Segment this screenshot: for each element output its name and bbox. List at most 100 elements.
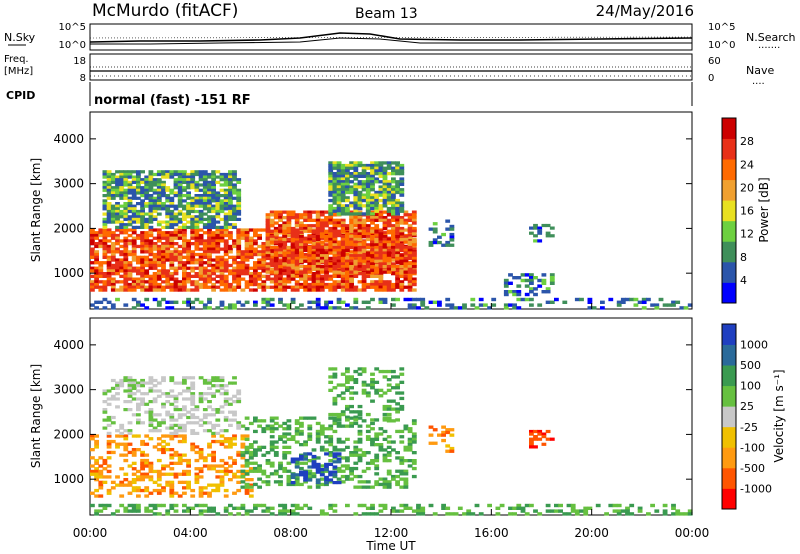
echo-cell xyxy=(403,285,409,289)
echo-cell xyxy=(336,177,342,181)
echo-cell xyxy=(294,480,300,484)
echo-cell xyxy=(156,475,162,479)
echo-cell xyxy=(207,413,212,417)
echo-cell xyxy=(127,199,133,203)
echo-cell xyxy=(123,202,129,206)
echo-cell xyxy=(123,389,129,393)
echo-cell xyxy=(232,244,237,249)
echo-cell xyxy=(290,457,296,461)
echo-cell xyxy=(378,188,384,192)
echo-cell xyxy=(177,258,183,262)
echo-cell xyxy=(361,204,367,208)
echo-cell xyxy=(127,204,133,208)
echo-cell xyxy=(315,435,321,439)
echo-cell xyxy=(161,170,166,174)
echo-cell xyxy=(211,285,216,289)
echo-cell xyxy=(190,186,196,190)
echo-cell xyxy=(340,480,346,484)
echo-cell xyxy=(353,232,359,236)
echo-cell xyxy=(319,288,325,292)
echo-cell xyxy=(608,297,614,302)
echo-cell xyxy=(198,453,204,457)
echo-cell xyxy=(303,457,308,461)
echo-cell xyxy=(374,274,380,278)
echo-cell xyxy=(382,282,388,287)
echo-cell xyxy=(265,451,271,455)
echo-cell xyxy=(173,204,179,208)
echo-cell xyxy=(378,288,384,292)
echo-cell xyxy=(299,277,304,281)
echo-cell xyxy=(173,405,179,409)
echo-cell xyxy=(290,237,296,242)
echo-cell xyxy=(391,440,396,444)
echo-cell xyxy=(299,461,304,465)
echo-cell xyxy=(148,381,154,385)
echo-cell xyxy=(244,282,250,287)
echo-cell xyxy=(391,254,396,258)
echo-cell xyxy=(102,426,108,430)
echo-cell xyxy=(378,265,384,269)
echo-cell xyxy=(190,421,196,425)
echo-cell xyxy=(273,226,279,231)
echo-cell xyxy=(328,443,334,447)
echo-cell xyxy=(140,392,145,396)
echo-cell xyxy=(198,255,204,259)
echo-cell xyxy=(202,239,208,243)
echo-cell xyxy=(332,254,338,258)
echo-cell xyxy=(115,233,120,238)
echo-cell xyxy=(357,485,363,489)
echo-cell xyxy=(207,242,212,246)
echo-cell xyxy=(399,477,405,481)
echo-cell xyxy=(223,188,229,192)
echo-cell xyxy=(144,381,150,385)
echo-cell xyxy=(152,217,158,221)
echo-cell xyxy=(131,378,137,383)
echo-cell xyxy=(223,250,229,254)
echo-cell xyxy=(156,272,162,276)
echo-cell xyxy=(265,300,271,304)
echo-cell xyxy=(315,262,321,266)
echo-cell xyxy=(211,207,216,211)
echo-cell xyxy=(282,229,288,233)
echo-cell xyxy=(340,256,346,261)
echo-cell xyxy=(144,196,150,200)
echo-cell xyxy=(140,233,145,238)
echo-cell xyxy=(248,228,254,232)
echo-cell xyxy=(336,251,342,255)
echo-cell xyxy=(462,306,467,310)
echo-cell xyxy=(382,198,388,203)
echo-cell xyxy=(361,174,367,178)
echo-cell xyxy=(186,261,191,265)
echo-cell xyxy=(144,225,150,229)
echo-cell xyxy=(148,274,154,278)
echo-cell xyxy=(123,175,129,179)
echo-cell xyxy=(361,288,367,292)
echo-cell xyxy=(115,220,120,224)
echo-cell xyxy=(215,196,221,200)
echo-cell xyxy=(357,221,363,225)
echo-cell xyxy=(182,194,187,198)
echo-cell xyxy=(629,503,635,508)
echo-cell xyxy=(248,478,254,482)
echo-cell xyxy=(319,306,325,310)
echo-cell xyxy=(391,209,396,213)
echo-cell xyxy=(148,277,154,281)
echo-cell xyxy=(273,440,279,444)
echo-cell xyxy=(395,161,400,165)
echo-cell xyxy=(466,512,472,516)
echo-cell xyxy=(215,384,221,388)
echo-cell xyxy=(173,191,179,195)
echo-cell xyxy=(378,280,384,284)
echo-cell xyxy=(173,509,179,513)
echo-cell xyxy=(119,258,125,262)
echo-cell xyxy=(98,494,104,498)
echo-cell xyxy=(173,491,179,495)
echo-cell xyxy=(399,285,405,289)
echo-cell xyxy=(315,482,321,487)
echo-cell xyxy=(349,245,354,250)
echo-cell xyxy=(140,458,145,463)
echo-cell xyxy=(253,282,258,287)
echo-cell xyxy=(432,300,438,304)
echo-cell xyxy=(391,204,396,208)
